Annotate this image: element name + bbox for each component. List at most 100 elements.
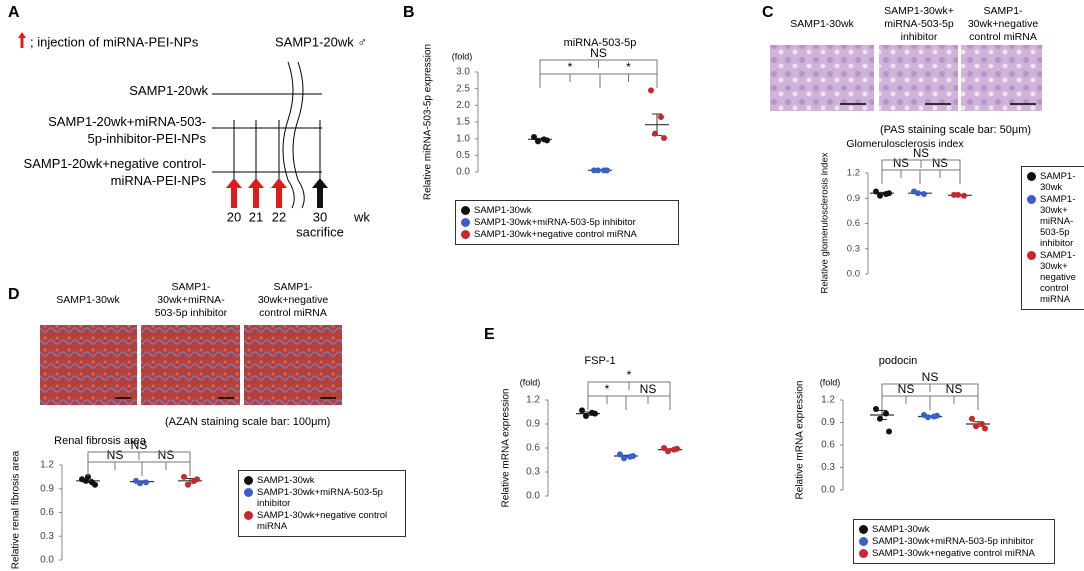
- legend-label: SAMP1-30wk+negative control miRNA: [257, 510, 388, 532]
- sacrifice-arrow: [317, 186, 323, 208]
- chart: podocin (fold) Relative mRNA expression 0.0…: [795, 355, 990, 499]
- y-unit: (fold): [820, 377, 841, 387]
- legend-marker: [859, 525, 868, 534]
- y-tick-label: 0.3: [821, 462, 835, 473]
- legend-label: SAMP1-30wk+negative control miRNA: [474, 229, 637, 240]
- y-tick-label: 3.0: [456, 67, 470, 78]
- data-point: [886, 428, 892, 435]
- y-axis-title: Relative renal fibrosis area: [11, 450, 22, 569]
- image-caption: (AZAN staining scale bar: 100μm): [165, 416, 331, 428]
- y-tick-label: 0.0: [40, 555, 54, 566]
- data-point: [92, 481, 98, 488]
- significance-bracket: [599, 73, 658, 88]
- legend-label: SAMP1-30wk: [1040, 171, 1076, 193]
- injection-arrow: [276, 186, 282, 208]
- data-point: [979, 421, 985, 427]
- legend-marker: [244, 511, 253, 520]
- data-point: [873, 188, 879, 195]
- data-point: [137, 480, 143, 487]
- image-label: SAMP1-30wk: [790, 18, 854, 30]
- break-mark: [282, 61, 295, 209]
- injection-arrow-head: [248, 178, 264, 188]
- legend-item: SAMP1-30wk+miRNA-503-5p inhibitor: [859, 536, 1049, 547]
- legend-label: SAMP1-30wk+miRNA-503-5p inhibitor: [257, 487, 383, 509]
- data-point: [531, 134, 537, 140]
- image-label: SAMP1- 30wk+negative control miRNA: [967, 5, 1039, 43]
- data-point: [617, 451, 623, 458]
- legend-label: SAMP1-30wk: [474, 205, 532, 216]
- y-tick-label: 0.6: [526, 443, 540, 454]
- legend-item: SAMP1-30wk: [244, 475, 400, 486]
- legend-label: SAMP1-30wk: [872, 524, 930, 535]
- legend-marker: [461, 218, 470, 227]
- y-tick-label: 1.2: [847, 168, 860, 179]
- micrograph: [879, 45, 958, 111]
- data-point: [934, 412, 940, 419]
- data-point: [185, 481, 191, 488]
- significance-label: NS: [932, 158, 948, 170]
- data-point: [621, 455, 627, 462]
- y-tick-label: 2.0: [456, 100, 470, 111]
- significance-label: NS: [590, 46, 607, 60]
- y-axis-title: Relative miRNA-503-5p expression: [423, 44, 434, 200]
- group-label: SAMP1-20wk+negative control-miRNA-PEI-NP…: [23, 156, 206, 188]
- legend-marker: [1027, 251, 1036, 260]
- significance-bracket: [625, 395, 671, 410]
- data-point: [630, 453, 636, 459]
- legend-item: SAMP1-30wk+negative control miRNA: [244, 510, 400, 532]
- significance-bracket: [881, 383, 979, 398]
- chart: Glomerulosclerosis index Relative glomeru…: [820, 138, 972, 293]
- injection-arrow-head: [226, 178, 242, 188]
- legend-item: SAMP1-30wk+miRNA-503-5p inhibitor: [244, 487, 400, 509]
- data-point: [85, 473, 91, 480]
- legend-item: SAMP1-30wk+negative control miRNA: [859, 548, 1049, 559]
- legend: SAMP1-30wk SAMP1-30wk+miRNA-503-5p inhibi…: [853, 519, 1055, 564]
- y-tick-label: 0.0: [847, 269, 860, 280]
- legend-item: SAMP1-30wk: [1027, 171, 1083, 193]
- significance-label: *: [568, 60, 573, 74]
- data-point: [604, 167, 610, 174]
- image-caption: (PAS staining scale bar: 50μm): [880, 124, 1032, 136]
- significance-bracket: [881, 159, 961, 174]
- legend-label: SAMP1-30wk: [257, 475, 315, 486]
- significance-bracket: [87, 451, 191, 466]
- week-label: 22: [272, 209, 286, 224]
- data-point: [886, 190, 892, 197]
- injection-arrow-head: [271, 178, 287, 188]
- data-point: [595, 167, 601, 174]
- significance-bracket: [539, 73, 601, 88]
- image-label: SAMP1-30wk+ miRNA-503-5p inhibitor: [884, 5, 954, 43]
- significance-bracket: [87, 461, 143, 476]
- panel-label: D: [8, 286, 20, 303]
- panel-label: B: [403, 4, 415, 21]
- significance-label: NS: [913, 148, 929, 160]
- legend-label: SAMP1-30wk+ miRNA-503-5p inhibitor: [1040, 194, 1076, 249]
- legend-marker: [1027, 195, 1036, 204]
- legend-label: SAMP1-30wk+negative control miRNA: [872, 548, 1035, 559]
- image-label: SAMP1-30wk: [56, 294, 120, 306]
- significance-bracket: [919, 169, 961, 184]
- data-point: [652, 130, 658, 137]
- data-point: [648, 87, 654, 94]
- data-point: [877, 415, 883, 422]
- panel-label: E: [484, 326, 495, 343]
- image-label: SAMP1- 30wk+miRNA- 503-5p inhibitor: [154, 281, 228, 319]
- significance-bracket: [141, 461, 191, 476]
- data-point: [925, 414, 931, 421]
- legend-arrow-head: [18, 32, 26, 38]
- histology-c: [770, 45, 1042, 111]
- significance-bracket: [881, 395, 931, 410]
- y-tick-label: 0.9: [40, 483, 54, 494]
- y-axis-title: Relative glomerulosclerosis index: [820, 152, 831, 293]
- y-tick-label: 1.5: [456, 117, 470, 128]
- diagram-title: SAMP1-20wk ♂: [275, 34, 367, 49]
- y-unit: (fold): [520, 377, 541, 387]
- significance-label: NS: [107, 448, 124, 462]
- week-unit: wk: [353, 209, 370, 224]
- data-point: [194, 476, 200, 483]
- break-mark: [292, 61, 305, 209]
- micrograph: [244, 325, 342, 405]
- micrograph: [961, 45, 1042, 111]
